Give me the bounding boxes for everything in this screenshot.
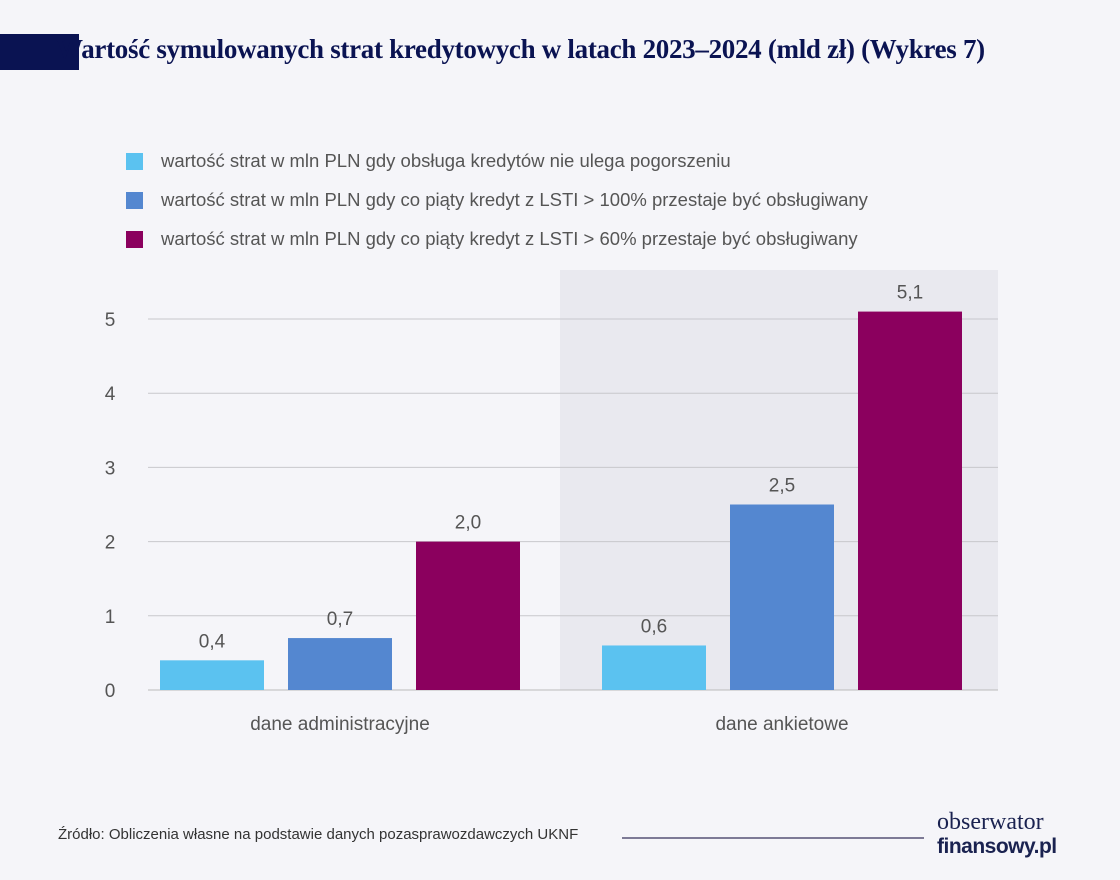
title-accent-bar	[0, 34, 79, 70]
legend-item: wartość strat w mln PLN gdy co piąty kre…	[126, 228, 858, 250]
legend-label: wartość strat w mln PLN gdy co piąty kre…	[161, 189, 868, 210]
data-label: 2,5	[769, 476, 795, 497]
data-label: 0,7	[327, 609, 353, 630]
x-category-label: dane administracyjne	[250, 714, 430, 735]
bar	[160, 660, 264, 690]
divider	[622, 837, 924, 839]
legend-swatch	[126, 230, 143, 248]
bar	[288, 638, 392, 690]
legend-swatch	[126, 191, 143, 209]
bar	[416, 541, 520, 690]
data-label: 5,1	[897, 283, 923, 304]
y-tick-label: 0	[105, 681, 116, 702]
legend-item: wartość strat w mln PLN gdy co piąty kre…	[126, 189, 868, 211]
legend-item: wartość strat w mln PLN gdy obsługa kred…	[126, 150, 731, 172]
y-tick-label: 2	[105, 533, 116, 554]
legend-label: wartość strat w mln PLN gdy obsługa kred…	[161, 150, 731, 171]
x-category-label: dane ankietowe	[715, 714, 848, 735]
data-label: 0,6	[641, 616, 667, 637]
y-tick-label: 4	[105, 384, 116, 405]
bar	[858, 311, 962, 690]
data-label: 0,4	[199, 631, 226, 652]
bar	[602, 645, 706, 690]
legend-swatch	[126, 152, 143, 170]
logo: obserwator finansowy.pl	[937, 809, 1057, 859]
y-tick-label: 1	[105, 607, 116, 628]
chart-title: Wartość symulowanych strat kredytowych w…	[56, 34, 985, 64]
bar	[730, 504, 834, 690]
y-tick-label: 3	[105, 458, 116, 479]
legend-label: wartość strat w mln PLN gdy co piąty kre…	[161, 228, 858, 249]
y-tick-label: 5	[105, 310, 116, 331]
source-note: Źródło: Obliczenia własne na podstawie d…	[58, 826, 579, 843]
data-label: 2,0	[455, 513, 481, 534]
